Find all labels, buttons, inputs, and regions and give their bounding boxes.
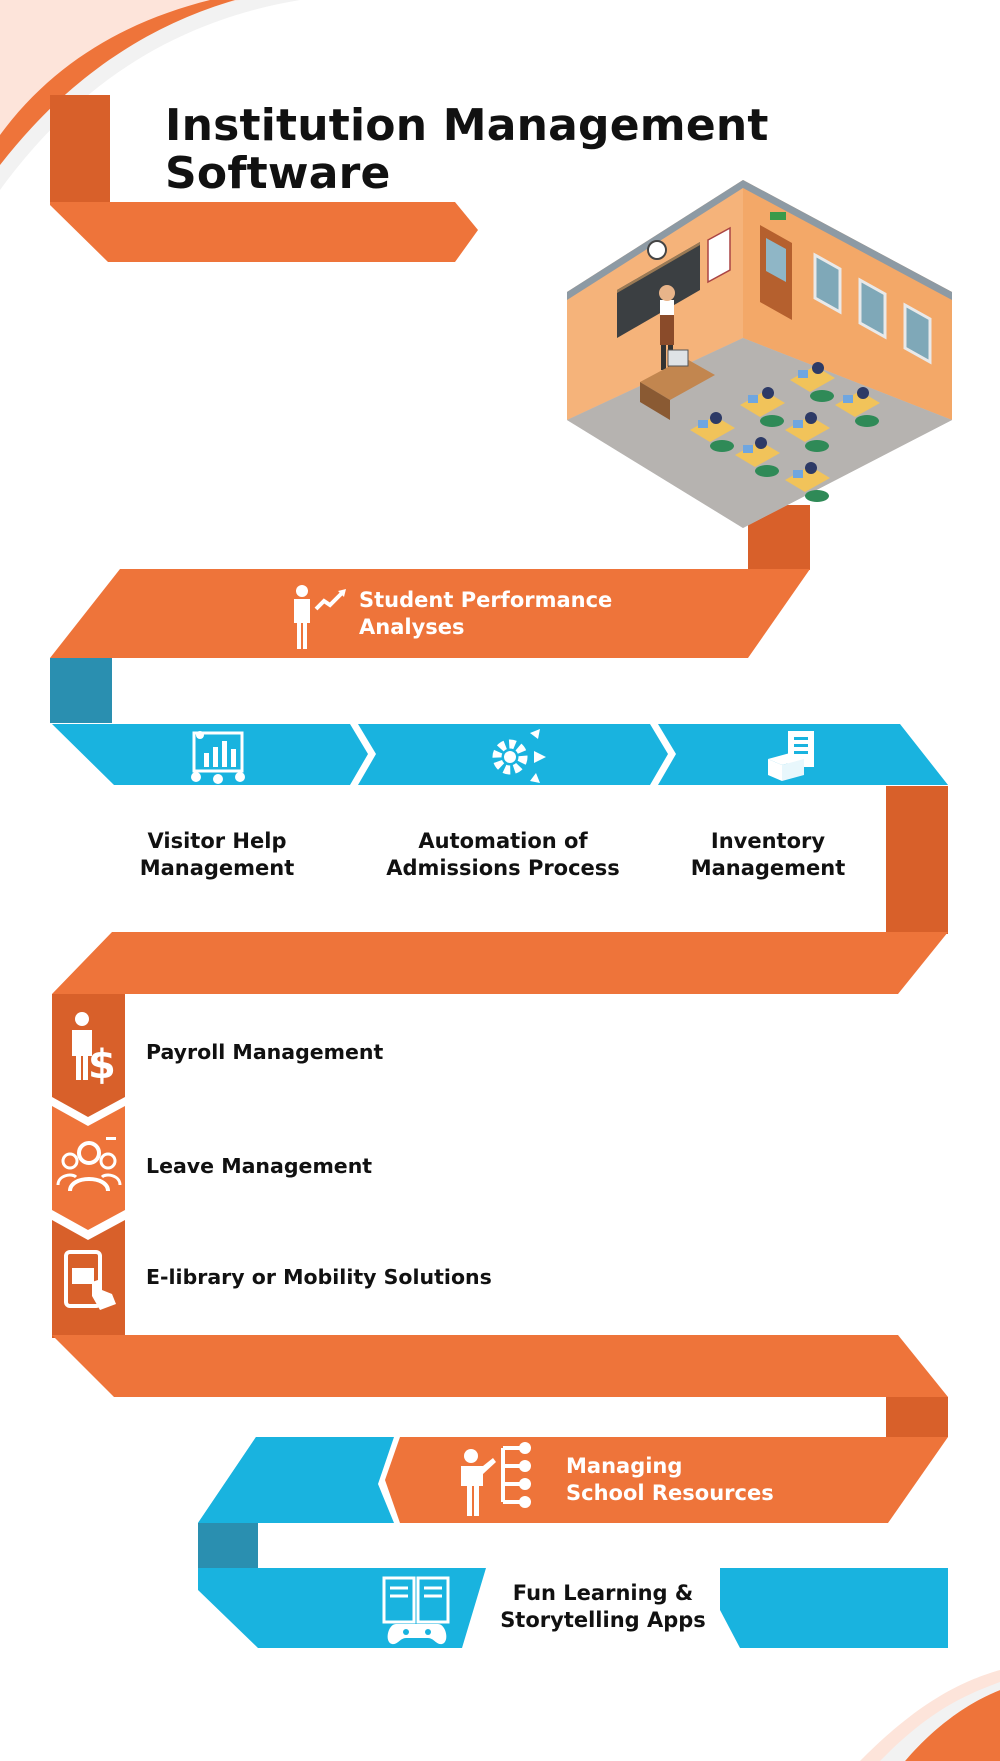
- leave-people-icon: [56, 1137, 122, 1192]
- fun-learning-label: Fun Learning & Storytelling Apps: [500, 1581, 706, 1632]
- admissions-label: Automation of Admissions Process: [386, 829, 620, 880]
- mobile-book-icon: [64, 1250, 116, 1310]
- gears-automation-icon: [492, 729, 546, 783]
- book-gamepad-icon: [382, 1576, 450, 1645]
- leave-label: Leave Management: [146, 1154, 373, 1178]
- inventory-label: Inventory Management: [690, 829, 846, 880]
- orange-band-1: [52, 786, 948, 994]
- student-performance-ribbon: [50, 569, 810, 723]
- student-analytics-icon: [294, 585, 346, 649]
- school-resources-label: Managing School Resources: [566, 1454, 774, 1505]
- elibrary-label: E-library or Mobility Solutions: [146, 1265, 492, 1289]
- classroom-illustration: [567, 180, 952, 570]
- student-performance-label: Student Performance Analyses: [359, 588, 613, 639]
- payroll-label: Payroll Management: [146, 1040, 384, 1064]
- visitor-help-label: Visitor Help Management: [139, 829, 295, 880]
- inventory-box-icon: [768, 731, 814, 781]
- svg-text:$: $: [88, 1042, 116, 1084]
- visitor-dashboard-icon: [191, 731, 245, 784]
- page-title: Institution Management Software: [165, 100, 769, 200]
- orange-band-2: [52, 1335, 948, 1437]
- bottom-right-swoosh: [860, 1670, 1000, 1761]
- resources-tree-icon: [461, 1442, 531, 1516]
- top-ribbon: [50, 95, 478, 262]
- payroll-dollar-icon: $: [72, 1012, 116, 1084]
